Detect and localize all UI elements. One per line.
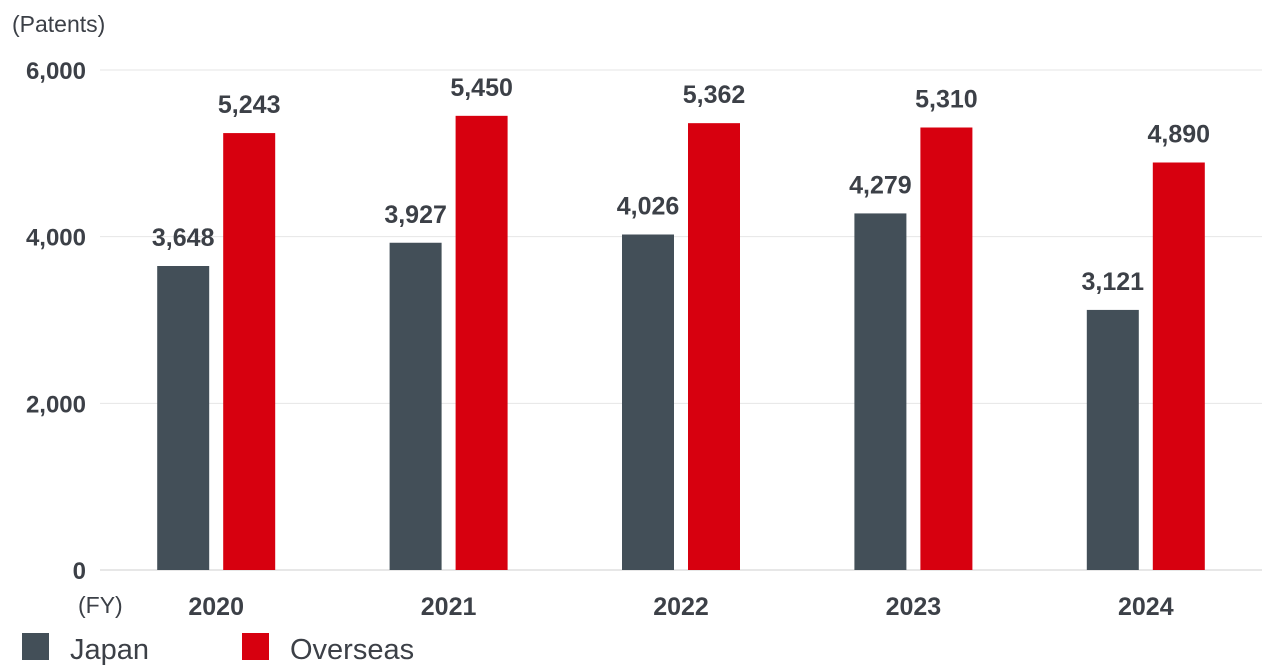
legend-swatch-japan — [22, 633, 49, 660]
bar-overseas-2023 — [920, 127, 973, 570]
data-label-japan-2023: 4,279 — [849, 171, 912, 199]
bar-japan-2020 — [157, 266, 210, 570]
bars — [157, 115, 1205, 571]
legend-swatch-overseas — [242, 633, 269, 660]
gridlines — [100, 69, 1262, 571]
bar-japan-2023 — [854, 213, 907, 570]
y-tick-label: 2,000 — [26, 391, 86, 418]
bar-japan-2024 — [1086, 309, 1139, 570]
bar-overseas-2022 — [688, 123, 740, 571]
legend: Japan Overseas — [22, 633, 414, 666]
y-axis-ticks: 0 2,000 4,000 6,000 — [26, 58, 86, 585]
x-tick-label: 2021 — [421, 593, 477, 621]
y-tick-label: 4,000 — [26, 225, 86, 252]
legend-label-overseas: Overseas — [290, 634, 414, 666]
data-label-overseas-2024: 4,890 — [1148, 121, 1211, 149]
bar-japan-2021 — [389, 242, 442, 570]
data-label-overseas-2023: 5,310 — [915, 86, 978, 114]
x-tick-label: 2024 — [1118, 593, 1174, 621]
bar-overseas-2020 — [223, 133, 276, 571]
y-tick-label: 6,000 — [26, 58, 86, 85]
data-label-japan-2022: 4,026 — [617, 193, 680, 221]
legend-label-japan: Japan — [70, 634, 149, 666]
x-tick-label: 2020 — [188, 593, 244, 621]
data-label-japan-2024: 3,121 — [1082, 268, 1145, 296]
data-label-overseas-2020: 5,243 — [218, 91, 281, 119]
data-label-overseas-2021: 5,450 — [450, 74, 513, 102]
data-label-japan-2021: 3,927 — [384, 201, 447, 229]
x-axis-ticks: 2020 2021 2022 2023 2024 — [188, 593, 1173, 621]
data-labels: 3,648 5,243 3,927 5,450 4,026 5,362 4,279 5,310… — [152, 74, 1210, 296]
x-axis-unit-label: (FY) — [78, 592, 123, 618]
y-tick-label: 0 — [73, 558, 86, 585]
data-label-japan-2020: 3,648 — [152, 224, 215, 252]
y-axis-unit-label: (Patents) — [12, 11, 105, 37]
x-tick-label: 2023 — [886, 593, 942, 621]
bar-overseas-2024 — [1152, 162, 1205, 570]
bar-overseas-2021 — [455, 115, 508, 570]
bar-japan-2022 — [622, 234, 674, 570]
data-label-overseas-2022: 5,362 — [683, 81, 746, 109]
x-tick-label: 2022 — [653, 593, 709, 621]
